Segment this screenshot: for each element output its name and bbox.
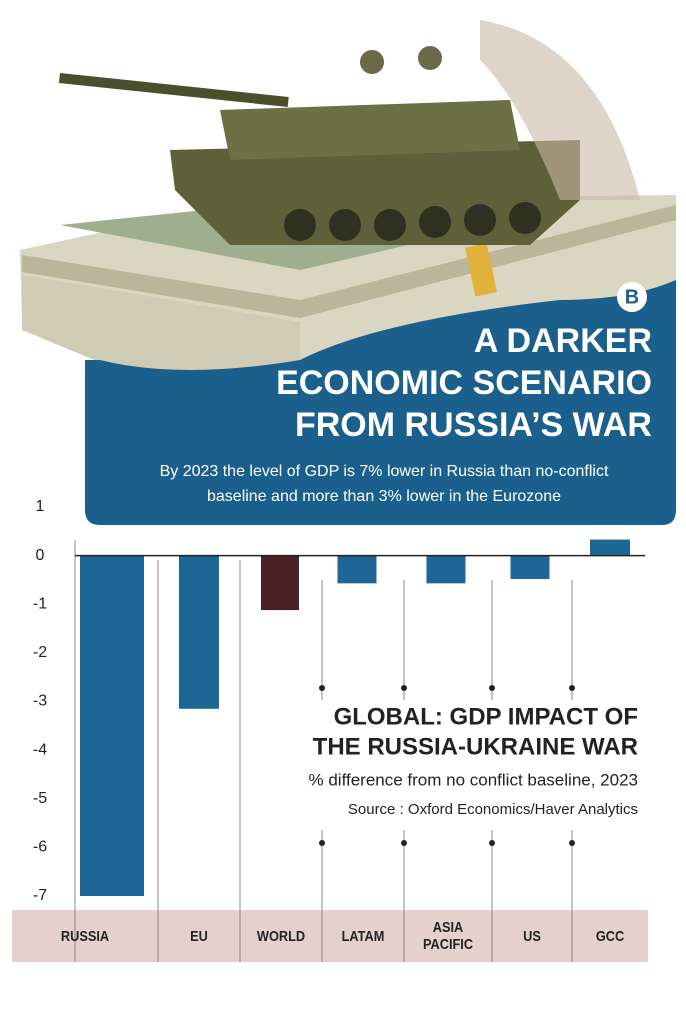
bar <box>510 555 550 579</box>
banner-subtitle: By 2023 the level of GDP is 7% lower in … <box>160 463 609 480</box>
y-tick-label: -2 <box>33 644 47 661</box>
x-tick-label: US <box>523 927 541 945</box>
y-tick-label: -3 <box>33 693 47 710</box>
banner-title: FROM RUSSIA’S WAR <box>295 406 652 444</box>
logo-badge <box>617 282 647 312</box>
banner <box>85 280 676 525</box>
category-band <box>12 910 648 962</box>
x-tick-label: ASIA PACIFIC <box>422 919 474 953</box>
y-tick-label: -7 <box>33 887 47 904</box>
chart-title: THE RUSSIA-UKRAINE WAR <box>313 733 638 760</box>
chart-source: Source : Oxford Economics/Haver Analytic… <box>348 801 638 818</box>
bar <box>337 555 377 584</box>
x-tick-label: EU <box>190 927 208 945</box>
logo: B <box>625 286 639 308</box>
title-backdrop <box>250 700 645 830</box>
bar <box>261 555 299 611</box>
y-tick-label: 0 <box>36 547 45 564</box>
y-tick-label: -5 <box>33 790 47 807</box>
y-tick-label: -4 <box>33 741 47 758</box>
y-tick-label: -6 <box>33 839 47 856</box>
banner-title: ECONOMIC SCENARIO <box>276 364 652 402</box>
x-tick-label: WORLD <box>256 927 306 945</box>
banner-title: A DARKER <box>474 322 652 360</box>
chart-title: GLOBAL: GDP IMPACT OF <box>334 703 638 730</box>
x-tick-label: GCC <box>595 927 625 945</box>
dots <box>319 685 575 846</box>
bar <box>590 539 630 556</box>
bar <box>426 555 466 584</box>
bar <box>179 555 219 709</box>
x-tick-label: RUSSIA <box>60 927 110 945</box>
y-tick-label: 1 <box>36 498 45 515</box>
y-tick-label: -1 <box>33 595 47 612</box>
banner-subtitle: baseline and more than 3% lower in the E… <box>207 488 561 505</box>
x-tick-label: LATAM <box>341 927 385 945</box>
bar <box>80 555 144 896</box>
chart-subtitle: % difference from no conflict baseline, … <box>309 770 639 789</box>
